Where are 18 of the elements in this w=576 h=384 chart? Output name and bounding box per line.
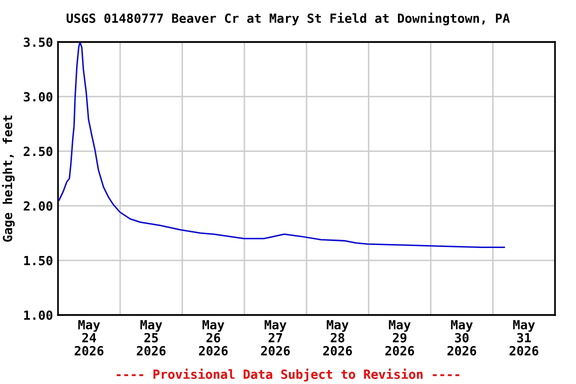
x-tick-label: May 24 2026 — [74, 320, 104, 356]
y-tick-label: 3.50 — [24, 37, 52, 47]
x-tick-label: May 26 2026 — [198, 320, 228, 356]
y-tick-label: 1.50 — [24, 256, 52, 266]
x-tick-label: May 25 2026 — [136, 320, 166, 356]
line-series — [58, 42, 505, 248]
text: ---- Provisional Data Subject to Revision ---- — [116, 368, 460, 382]
x-tick-label: May 28 2026 — [323, 320, 352, 356]
y-tick-label: 2.00 — [24, 201, 52, 211]
y-axis-title: Gage height, feet — [2, 116, 15, 242]
x-tick-label: May 29 2026 — [385, 320, 414, 356]
y-tick-label: 3.00 — [24, 92, 52, 102]
y-tick-label: 1.00 — [24, 310, 52, 320]
x-tick-label: May 31 2026 — [510, 320, 538, 356]
x-tick-label: May 27 2026 — [261, 320, 290, 356]
chart-title: USGS 01480777 Beaver Cr at Mary St Field at Downingtown, PA — [66, 12, 510, 26]
y-tick-label: 2.50 — [24, 146, 52, 156]
x-tick-label: May 30 2026 — [447, 320, 476, 356]
